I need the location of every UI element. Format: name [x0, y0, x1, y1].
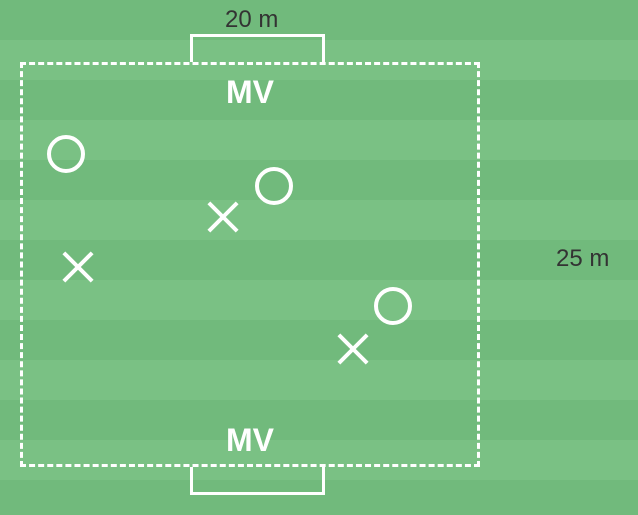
team-x-player [61, 250, 95, 284]
goalkeeper-label-top: MV [226, 74, 274, 111]
team-x-player [336, 332, 370, 366]
goal-bottom [190, 467, 325, 495]
team-o-player [374, 287, 412, 325]
soccer-drill-diagram: 20 m 25 m MV MV [0, 0, 638, 515]
goal-top [190, 34, 325, 62]
team-o-player [47, 135, 85, 173]
width-label: 20 m [225, 6, 278, 34]
height-label: 25 m [556, 245, 609, 273]
team-x-player [206, 200, 240, 234]
team-o-player [255, 167, 293, 205]
goalkeeper-label-bottom: MV [226, 422, 274, 459]
